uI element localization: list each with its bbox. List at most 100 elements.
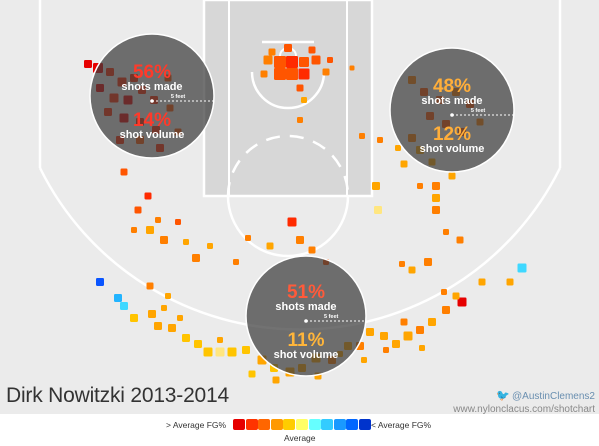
shot-marker	[456, 236, 464, 244]
shot-marker	[349, 65, 355, 71]
shot-marker	[274, 56, 286, 68]
zone-volume-pct: 14%	[133, 110, 171, 131]
zone-volume-pct: 11%	[288, 330, 325, 351]
shot-marker	[182, 334, 190, 342]
restricted-area	[250, 71, 326, 110]
shot-marker	[416, 326, 424, 334]
shot-marker	[361, 357, 367, 363]
shot-marker	[146, 226, 154, 234]
shot-marker	[417, 183, 423, 189]
shot-marker	[441, 289, 447, 295]
shot-marker	[383, 347, 389, 353]
paint	[202, 0, 374, 198]
shot-marker	[297, 117, 303, 123]
shot-marker	[395, 145, 401, 151]
shot-marker	[192, 254, 200, 262]
shot-marker	[130, 314, 138, 322]
shot-marker	[392, 340, 400, 348]
shot-marker	[154, 322, 162, 330]
shot-marker	[432, 182, 440, 190]
shot-marker	[452, 292, 460, 300]
shot-marker	[161, 305, 167, 311]
zone-circle	[89, 33, 215, 159]
legend-average-label: Average	[284, 433, 316, 443]
shot-marker	[194, 340, 202, 348]
inner-lane	[228, 0, 348, 197]
shot-marker	[203, 347, 213, 357]
shot-marker	[134, 206, 142, 214]
free-throw-circle-top	[226, 134, 350, 197]
shot-marker	[268, 48, 276, 56]
shot-marker	[217, 337, 223, 343]
shot-marker	[183, 239, 189, 245]
zone-volume-label: shot volume	[420, 143, 485, 155]
free-throw-circle-bottom	[226, 195, 350, 258]
legend-swatch	[296, 419, 308, 430]
zone-radius-label: 5 feet	[471, 108, 486, 114]
shot-marker	[175, 219, 181, 225]
shot-marker	[287, 217, 297, 227]
shot-marker	[215, 347, 225, 357]
zone-radius-label: 5 feet	[324, 314, 339, 320]
shot-marker	[144, 192, 152, 200]
shot-marker	[506, 278, 514, 286]
legend-swatch	[245, 419, 258, 430]
shot-marker	[301, 97, 307, 103]
legend-swatch	[258, 419, 271, 430]
shot-marker	[248, 370, 256, 378]
shot-marker	[517, 263, 527, 273]
zone-fg-pct: 56%	[133, 62, 171, 83]
shot-marker	[432, 194, 440, 202]
shot-marker	[286, 56, 298, 68]
shot-marker	[266, 242, 274, 250]
shot-marker	[366, 328, 374, 336]
zone-fg-label: shots made	[421, 95, 482, 107]
shot-marker	[442, 306, 450, 314]
shot-marker	[284, 44, 292, 52]
shot-marker	[207, 243, 213, 249]
shot-marker	[372, 182, 380, 190]
zone-volume-label: shot volume	[120, 129, 185, 141]
zone-radius-label: 5 feet	[171, 94, 186, 100]
shot-marker	[155, 217, 161, 223]
shot-marker	[168, 324, 176, 332]
credit-block: 🐦 @AustinClemens2 www.nylonclacus.com/sho…	[453, 390, 595, 416]
shot-marker	[428, 318, 436, 326]
shot-marker	[177, 315, 183, 321]
shot-marker	[311, 55, 321, 65]
shot-marker	[160, 236, 168, 244]
shot-marker	[131, 227, 137, 233]
shot-marker	[400, 318, 408, 326]
shot-marker	[263, 55, 273, 65]
zone-center-dot	[304, 319, 308, 323]
credit-url[interactable]: www.nylonclacus.com/shotchart	[453, 404, 595, 415]
shot-marker	[377, 137, 383, 143]
zone-center-dot	[450, 113, 454, 117]
shot-marker	[374, 206, 382, 214]
shot-marker	[448, 172, 456, 180]
legend-swatch	[321, 419, 334, 430]
shot-marker	[298, 68, 310, 80]
shot-marker	[403, 331, 413, 341]
shot-marker	[443, 229, 449, 235]
legend-swatch	[359, 419, 371, 430]
shot-marker	[260, 70, 268, 78]
zone-circle	[245, 255, 367, 377]
twitter-icon: 🐦	[496, 390, 511, 402]
legend-swatch	[233, 419, 245, 430]
shot-marker	[286, 68, 298, 80]
shot-marker	[245, 235, 251, 241]
legend-swatch	[346, 419, 359, 430]
color-legend: > Average FG% < Average FG% Average	[0, 416, 599, 446]
shot-marker	[242, 346, 250, 354]
legend-swatch	[333, 419, 346, 430]
twitter-handle[interactable]: @AustinClemens2	[512, 391, 595, 402]
shot-marker	[478, 278, 486, 286]
shot-marker	[227, 347, 237, 357]
legend-swatch	[270, 419, 283, 430]
